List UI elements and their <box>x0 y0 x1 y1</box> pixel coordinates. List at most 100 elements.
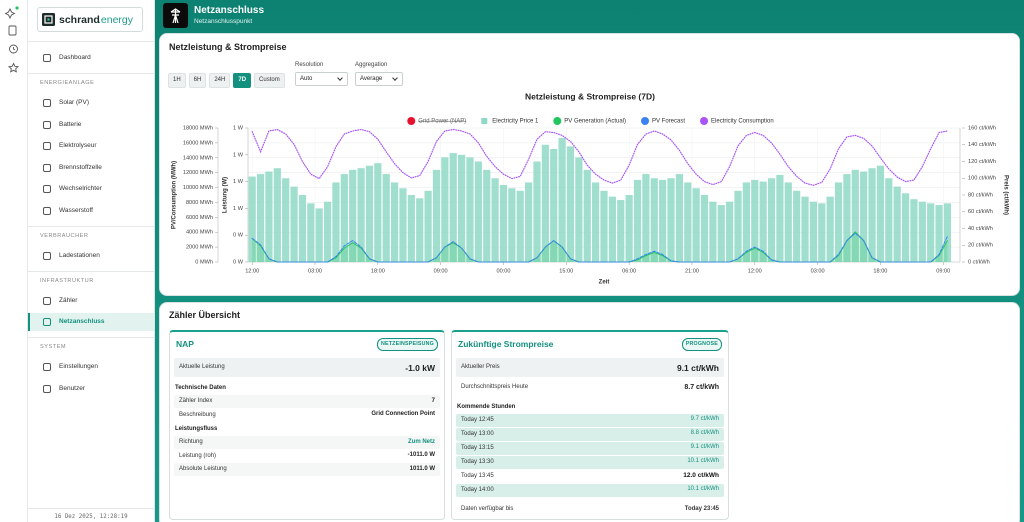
y-tick-label: 40 ct/kWh <box>968 226 993 232</box>
info-row: Today 13:30 10.1 ct/kWh <box>456 456 724 469</box>
bar <box>323 201 332 262</box>
bar <box>843 174 851 262</box>
row-label: Beschreibung <box>179 411 216 418</box>
bar <box>466 157 474 262</box>
range-button[interactable]: 6H <box>188 73 207 88</box>
bar <box>717 205 725 262</box>
panel-title: Netzleistung & Strompreise <box>169 42 287 52</box>
brand-suffix: .energy <box>98 14 134 26</box>
bar <box>659 179 667 262</box>
y-tick-label: 16000 MWh <box>183 140 213 146</box>
star-icon[interactable] <box>7 62 20 73</box>
brand-box[interactable]: schrand .energy <box>37 7 143 32</box>
bar <box>876 165 885 262</box>
axis-title: Zeit <box>599 280 610 286</box>
legend-label: PV Forecast <box>652 119 685 125</box>
info-row: Beschreibung Grid Connection Point <box>174 408 440 422</box>
select[interactable]: Average <box>355 72 403 86</box>
legend-label: Grid Power (NAP) <box>418 119 466 125</box>
bar <box>759 181 767 262</box>
bar <box>826 196 834 262</box>
y-tick-label: 0 MWh <box>195 259 213 265</box>
x-tick-label: 15:00 <box>559 268 573 274</box>
timestamp: 16 Dez 2025, 12:28:19 <box>54 514 128 520</box>
nav-icon <box>43 318 51 326</box>
nav-item[interactable]: Batterie <box>28 116 154 134</box>
bar <box>575 157 583 262</box>
y-tick-label: 14000 MWh <box>183 155 213 161</box>
bar <box>533 161 541 262</box>
bar <box>834 182 843 262</box>
bar <box>256 174 265 262</box>
bar <box>332 182 340 262</box>
bar <box>340 174 348 262</box>
range-button[interactable]: 24H <box>209 73 231 88</box>
badge: PROGNOSE <box>681 338 722 351</box>
range-button[interactable]: 1H <box>168 73 186 88</box>
select-label: Resolution <box>295 62 324 68</box>
bar <box>675 174 683 262</box>
row-label: Zähler Index <box>179 398 213 404</box>
icon-rail <box>0 0 28 522</box>
plug-icon[interactable] <box>8 25 17 36</box>
info-row: Aktuelle Leistung -1.0 kW <box>174 358 440 377</box>
nav-item[interactable]: Solar (PV) <box>28 94 154 112</box>
row-label: Leistung (roh) <box>179 452 217 459</box>
nav-label: Wechselrichter <box>59 185 102 192</box>
legend-marker <box>407 117 416 125</box>
nav-item[interactable]: Einstellungen <box>28 358 154 376</box>
bar <box>424 190 432 262</box>
nav-label: Batterie <box>59 120 82 128</box>
range-button[interactable]: Custom <box>254 73 285 88</box>
nav-item[interactable]: Dashboard <box>28 49 154 67</box>
series-line <box>251 232 948 263</box>
y-tick-label: 0 W <box>233 233 244 239</box>
x-tick-label: 06:00 <box>622 268 636 274</box>
bar <box>625 195 633 262</box>
x-tick-label: 03:00 <box>811 268 825 274</box>
nav-icon <box>43 185 51 193</box>
nav-item[interactable]: Wasserstoff <box>28 202 154 220</box>
bar <box>809 201 818 262</box>
select-value: Auto <box>300 76 313 82</box>
select[interactable]: Auto <box>295 72 348 86</box>
row-value: -1.0 kW <box>405 363 435 373</box>
bar <box>734 190 742 262</box>
header-icon <box>163 3 188 28</box>
bar <box>349 169 357 262</box>
nav-item[interactable]: Netzanschluss <box>28 313 154 331</box>
bar <box>617 200 625 262</box>
bar <box>650 178 658 262</box>
bar <box>851 169 859 262</box>
y-tick-label: 100 ct/kWh <box>968 176 996 182</box>
nav-item[interactable]: Zähler <box>28 292 154 310</box>
bar <box>265 171 273 262</box>
axis-title: Leistung (W) <box>223 177 229 213</box>
row-value: Grid Connection Point <box>371 411 435 417</box>
chart: Netzleistung & Strompreise (7D) 0 MWh 2000… <box>172 91 1009 286</box>
nav-icon <box>43 206 51 215</box>
select-chevron <box>392 75 398 81</box>
row-value: 9.1 ct/kWh <box>676 363 719 373</box>
y-tick-label: 8000 MWh <box>186 200 213 206</box>
series-line <box>251 128 948 186</box>
bar <box>290 186 298 262</box>
info-row: Absolute Leistung 1011.0 W <box>174 463 440 476</box>
nav-item[interactable]: Wechselrichter <box>28 180 154 198</box>
bar <box>491 178 499 262</box>
range-button[interactable]: 7D <box>233 73 252 88</box>
nav-item[interactable]: Benutzer <box>28 380 154 398</box>
nav-item[interactable]: Brennstoffzelle <box>28 159 154 177</box>
nav-item[interactable]: Elektrolyseur <box>28 137 154 155</box>
divider <box>28 508 154 509</box>
y-tick-label: 140 ct/kWh <box>968 142 996 148</box>
divider <box>28 41 154 42</box>
rail-icons <box>4 6 20 73</box>
nav-item[interactable]: Ladestationen <box>28 247 154 265</box>
clock-icon[interactable] <box>9 44 18 54</box>
row-value: 8.8 ct/kWh <box>690 430 719 437</box>
sparkle-icon[interactable] <box>4 7 16 20</box>
bar <box>684 182 692 262</box>
bar <box>566 146 575 262</box>
bar <box>776 174 784 262</box>
